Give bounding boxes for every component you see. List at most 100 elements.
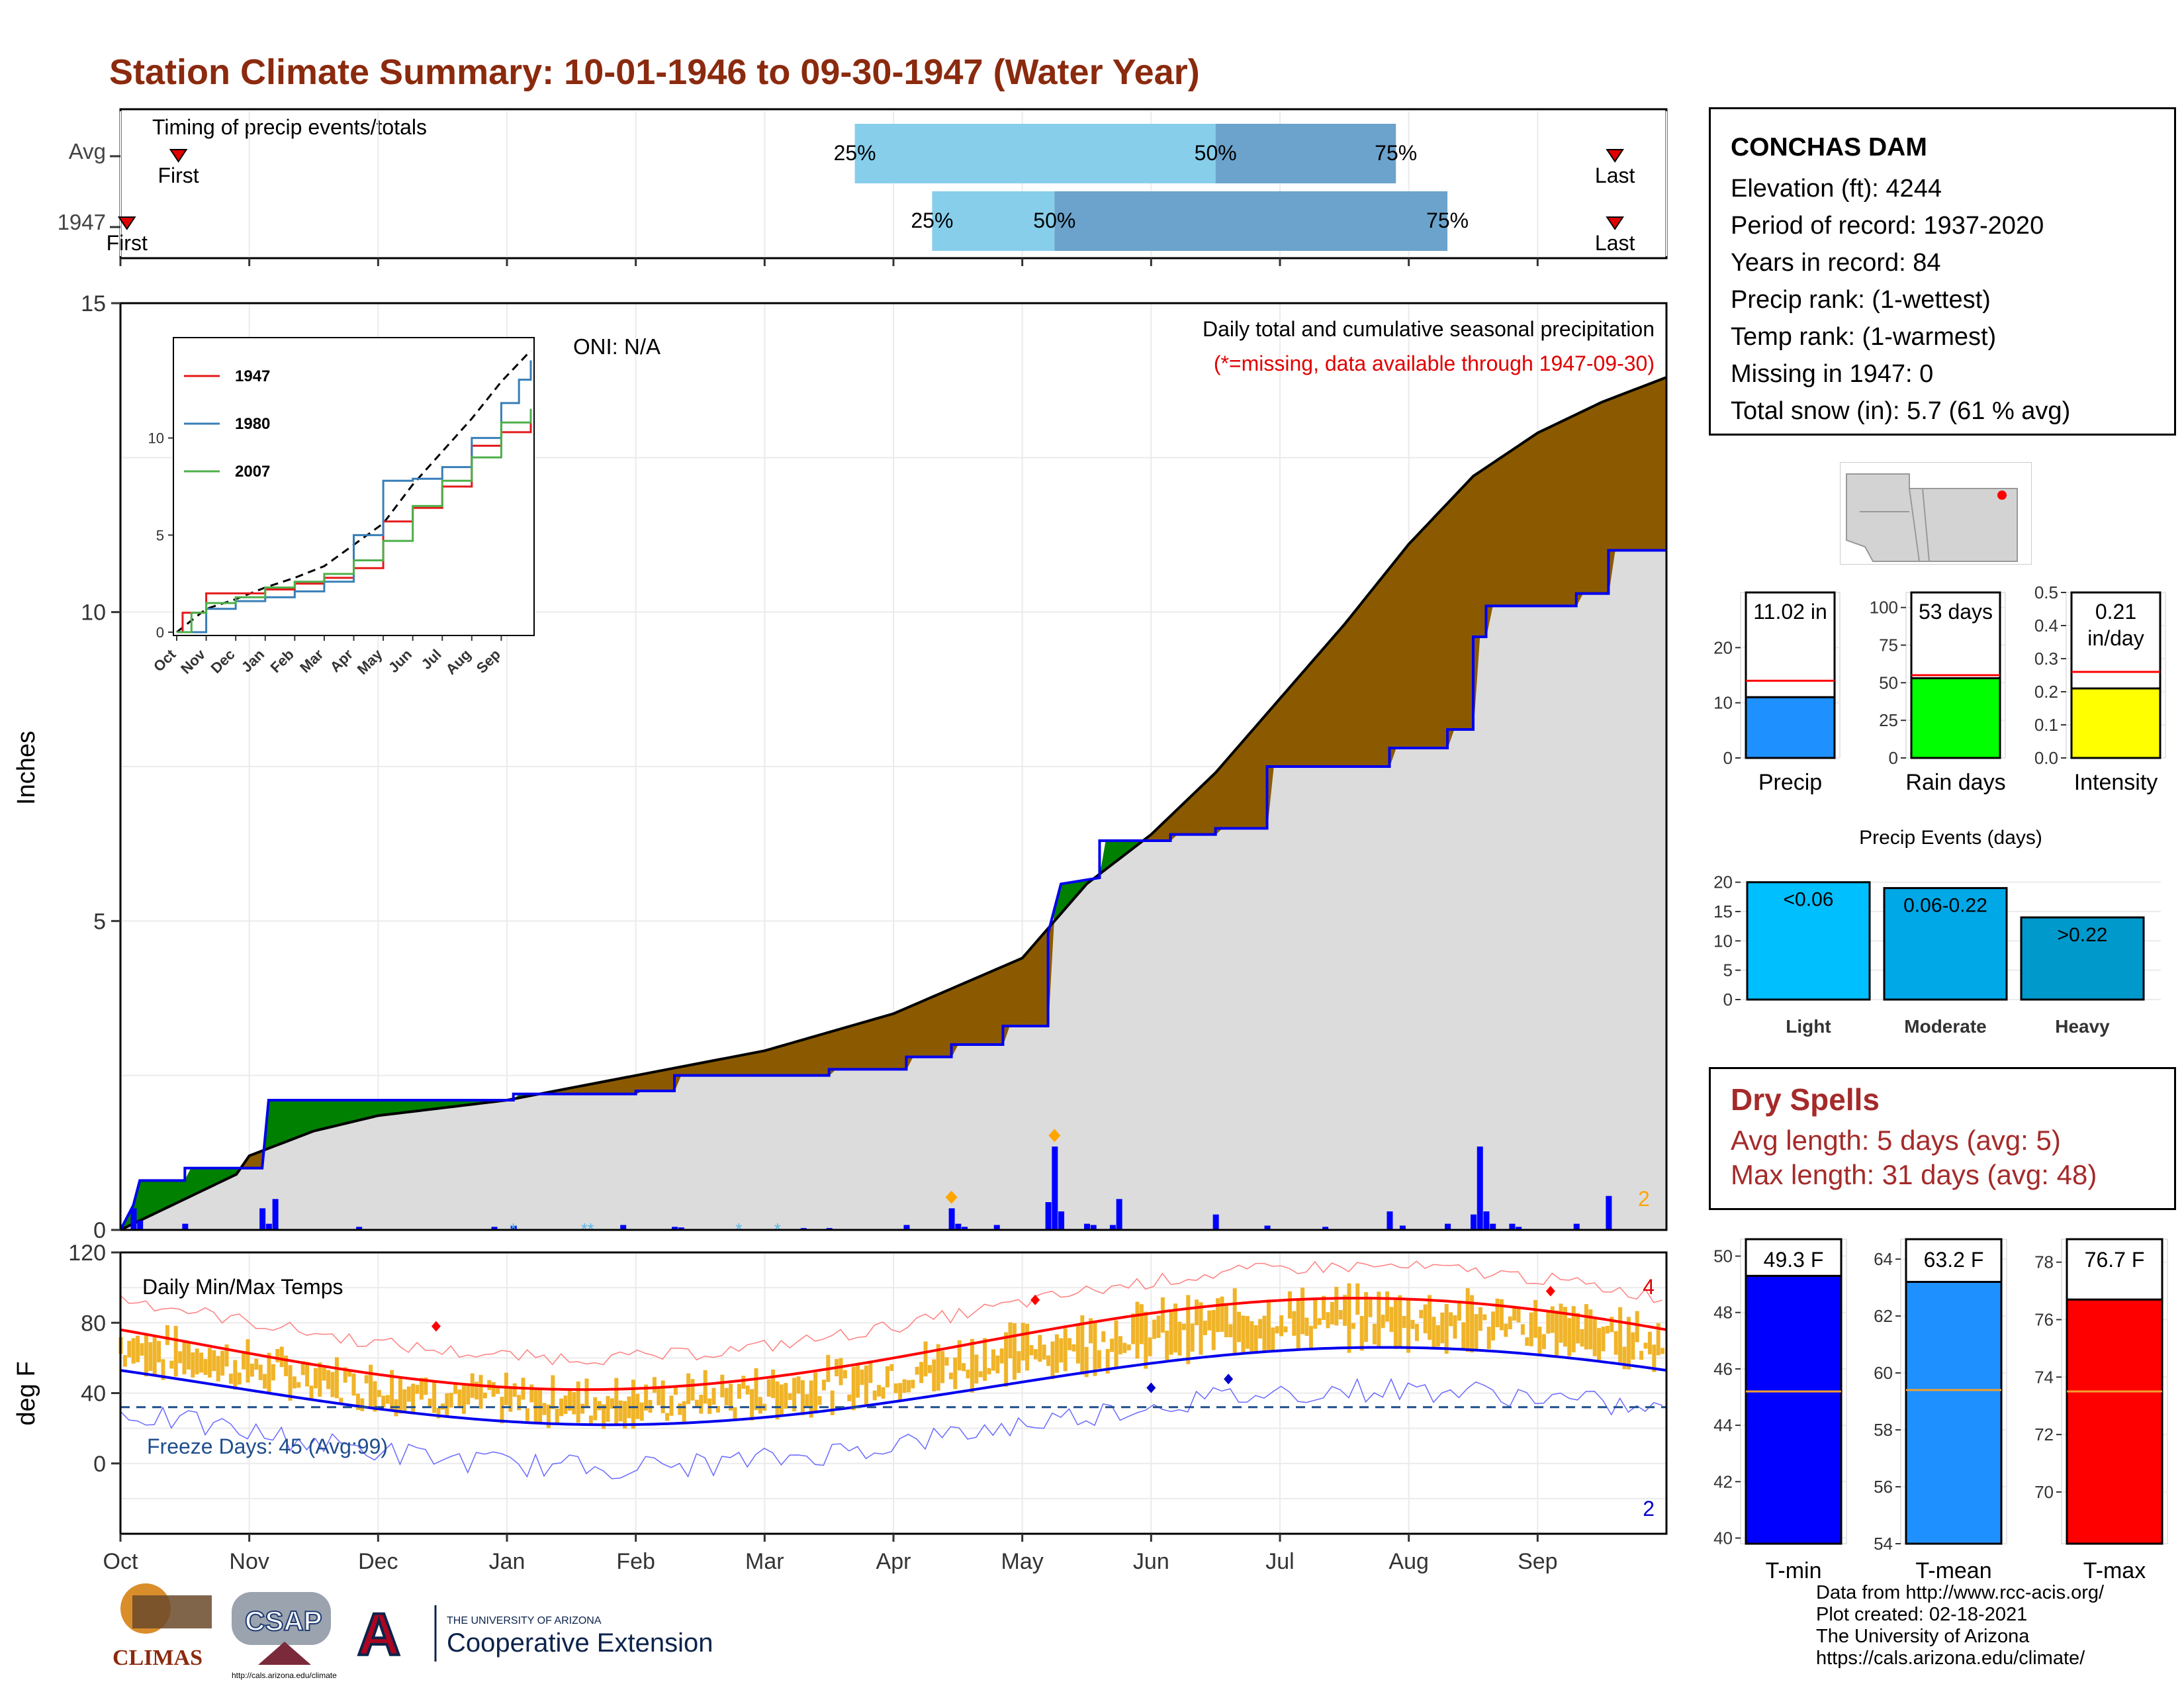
daily-temp-range [212, 1350, 216, 1372]
daily-temp-range [220, 1350, 225, 1376]
daily-temp-range [1652, 1344, 1657, 1372]
station-temp-rank: Temp rank: (1-warmest) [1731, 323, 1997, 351]
daily-temp-range [351, 1373, 356, 1396]
daily-temp-range [1093, 1321, 1097, 1376]
daily-temp-range [1398, 1295, 1402, 1347]
daily-temp-range [1491, 1311, 1496, 1340]
daily-temp-range [872, 1390, 877, 1401]
daily-temp-range [424, 1377, 428, 1395]
daily-precip-bar [1471, 1214, 1477, 1230]
daily-temp-range [533, 1388, 538, 1423]
daily-temp-range [758, 1397, 762, 1414]
timing-last-label: Last [1595, 231, 1635, 255]
cumulative-diff-slice [390, 1100, 398, 1115]
daily-temp-range [1372, 1323, 1377, 1345]
record-low-line [120, 1378, 1662, 1479]
daily-temp-range [868, 1360, 873, 1383]
daily-temp-range [284, 1355, 289, 1377]
daily-temp-range [1631, 1332, 1635, 1360]
daily-temp-range [1529, 1312, 1533, 1346]
inset-ytick-label: 5 [156, 527, 164, 543]
daily-temp-range [228, 1374, 233, 1384]
daily-temp-range [699, 1394, 704, 1414]
daily-temp-range [152, 1335, 157, 1375]
tmax-bar [2066, 1298, 2163, 1545]
cumulative-diff-slice [977, 974, 984, 1045]
cumulative-diff-slice [1557, 420, 1564, 606]
cumulative-diff-slice [1428, 516, 1435, 749]
month-tick-label: Sep [1518, 1549, 1558, 1574]
cumulative-diff-slice [268, 1100, 276, 1149]
cumulative-diff-slice [1563, 416, 1570, 606]
cumulative-diff-slice [770, 1047, 778, 1076]
cumulative-diff-slice [313, 1100, 321, 1132]
daily-temp-range [1343, 1295, 1347, 1326]
tmean-ytick: 54 [1874, 1534, 1893, 1554]
tmean-ytick: 58 [1874, 1420, 1893, 1440]
daily-temp-range [449, 1393, 453, 1408]
avg-min-temp-line [120, 1346, 1667, 1427]
daily-temp-range [1237, 1311, 1242, 1342]
timing-q75-label: 75% [1426, 209, 1469, 232]
daily-temp-range [999, 1348, 1004, 1364]
rain-days-label-box [1910, 591, 2001, 680]
cumulative-diff-slice [867, 1019, 875, 1070]
daily-temp-range [551, 1375, 555, 1409]
precip-total-category-label: Precip [1758, 770, 1822, 795]
timing-q75-label: 75% [1375, 141, 1417, 165]
timing-row-1947-label: 1947 [58, 210, 106, 234]
precip-legend-line1: Daily total and cumulative seasonal prec… [1203, 317, 1655, 341]
tmin-category-label: T-min [1766, 1558, 1822, 1582]
cumulative-diff-slice [1492, 458, 1500, 606]
daily-precip-bar [1477, 1147, 1483, 1230]
daily-precip-bar [130, 1208, 137, 1230]
cumulative-diff-slice [1376, 575, 1384, 767]
daily-temp-range [1156, 1315, 1161, 1338]
daily-temp-range [652, 1377, 657, 1393]
daily-temp-range [847, 1394, 852, 1401]
daily-temp-range [1075, 1325, 1080, 1364]
daily-temp-range [983, 1338, 987, 1381]
daily-temp-range [453, 1382, 458, 1394]
daily-temp-range [313, 1368, 318, 1389]
daily-temp-range [1232, 1288, 1237, 1356]
events-bar-label: >0.22 [2058, 924, 2108, 946]
avg-cumulative-area [120, 377, 1666, 1230]
daily-temp-range [267, 1352, 271, 1393]
daily-temp-range [136, 1335, 140, 1362]
cumulative-diff-slice [1627, 389, 1635, 551]
cumulative-diff-slice [1215, 764, 1222, 835]
cumulative-diff-slice [790, 1041, 797, 1076]
daily-precip-bar [962, 1227, 968, 1230]
daily-precip-bar [356, 1227, 363, 1230]
daily-temp-range [657, 1387, 661, 1405]
tmax-ytick: 70 [2034, 1482, 2054, 1502]
daily-precip-bar [1264, 1225, 1271, 1230]
daily-temp-range [602, 1404, 606, 1429]
daily-temp-range [1114, 1320, 1118, 1369]
daily-temp-range [563, 1395, 568, 1415]
daily-temp-range [364, 1375, 369, 1383]
cumulative-diff-slice [1292, 675, 1300, 767]
daily-precip-bar [182, 1223, 189, 1230]
daily-temp-range [263, 1374, 267, 1389]
month-tick-label: Oct [103, 1549, 138, 1574]
daily-temp-range [1279, 1315, 1284, 1336]
inset-series-2007 [177, 408, 532, 633]
daily-temp-range [1300, 1288, 1305, 1335]
precip-fills [119, 376, 1667, 1231]
daily-temp-range [606, 1395, 610, 1422]
cumulative-diff-slice [377, 1100, 385, 1116]
daily-temp-range [1186, 1295, 1191, 1364]
cumulative-diff-slice [1640, 384, 1648, 551]
dry-spells-box: Dry Spells Avg length: 5 days (avg: 5) M… [1709, 1067, 2176, 1210]
cumulative-diff-slice [841, 1026, 849, 1070]
daily-temp-range [292, 1376, 296, 1389]
daily-temp-range [1101, 1331, 1106, 1342]
daily-temp-range [1520, 1324, 1525, 1335]
page-title: Station Climate Summary: 10-01-1946 to 0… [109, 52, 1200, 92]
cumulative-diff-slice [732, 1055, 739, 1076]
daily-temp-range [1516, 1306, 1521, 1323]
daily-temp-range [1537, 1327, 1542, 1354]
daily-temp-range [877, 1385, 882, 1397]
